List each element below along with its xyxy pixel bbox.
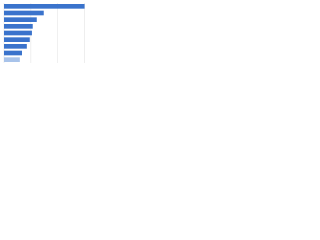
- bar: [4, 4, 85, 9]
- bar: [4, 24, 33, 29]
- bar: [4, 17, 37, 22]
- bar: [4, 10, 44, 16]
- bar: [4, 44, 27, 49]
- chart: [3, 3, 85, 63]
- bar: [4, 50, 22, 56]
- bar: [4, 57, 20, 62]
- bar: [4, 30, 32, 36]
- bar: [4, 37, 30, 42]
- page: {"chart_data": {"type": "bar", "orientat…: [0, 0, 100, 71]
